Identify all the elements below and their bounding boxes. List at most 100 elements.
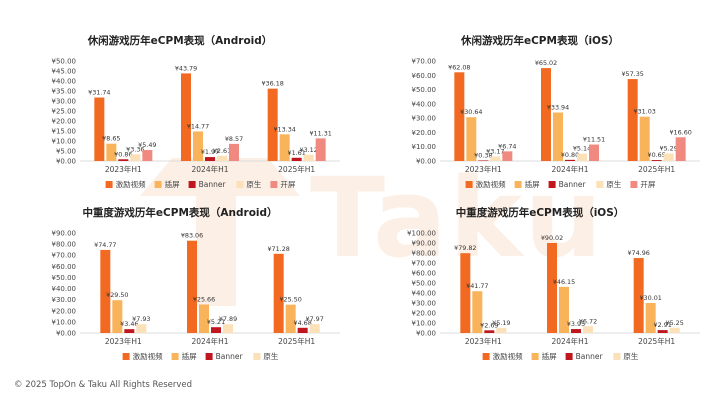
x-tick-label: 2024年H1 (192, 336, 229, 346)
x-tick-label: 2023年H1 (105, 164, 142, 174)
data-label: ¥79.82 (454, 244, 476, 252)
y-tick-label: ¥10.00 (412, 320, 437, 328)
data-label: ¥62.08 (448, 63, 470, 71)
bar (639, 116, 650, 161)
data-label: ¥0.38 (474, 151, 492, 159)
chart-midcore-android: 中重度游戏历年eCPM表现（Android） ¥0.00 ¥10.00 ¥20.00 ¥… (0, 200, 360, 385)
bar (663, 153, 674, 161)
x-tick-label: 2024年H1 (552, 164, 589, 174)
legend-swatch (548, 181, 556, 188)
bar (193, 131, 203, 161)
y-tick-label: ¥90.00 (52, 230, 77, 238)
bar (315, 138, 326, 161)
x-tick-label: 2025年H1 (278, 164, 315, 174)
y-tick-label: ¥0.00 (416, 330, 436, 338)
data-label: ¥4.68 (294, 319, 312, 327)
data-label: ¥16.60 (669, 128, 691, 136)
legend-label: Banner (576, 352, 604, 361)
y-tick-label: ¥20.00 (52, 307, 77, 315)
bar (291, 157, 302, 161)
y-tick-label: ¥0.00 (56, 330, 76, 338)
y-tick-label: ¥60.00 (412, 270, 437, 278)
y-tick-label: ¥5.00 (56, 148, 76, 156)
legend-label: 插屏 (525, 179, 541, 189)
y-tick-label: ¥10.00 (52, 318, 77, 326)
bar (229, 143, 239, 161)
x-tick-label: 2025年H1 (638, 164, 675, 174)
bar (565, 159, 575, 161)
x-tick-label: 2025年H1 (278, 336, 315, 346)
legend-label: Banner (199, 180, 227, 189)
data-label: ¥3.12 (300, 146, 318, 154)
bar (547, 242, 557, 333)
y-tick-label: ¥10.00 (52, 138, 77, 146)
bar (100, 249, 111, 333)
bar (478, 160, 489, 161)
bar (472, 291, 483, 333)
data-label: ¥5.14 (573, 145, 591, 153)
chart-midcore-ios: 中重度游戏历年eCPM表现（iOS） ¥0.00 ¥10.00 ¥20.00 ¥30.0… (360, 200, 720, 385)
data-label: ¥30.01 (639, 294, 661, 302)
legend-swatch (482, 353, 490, 360)
chart-title: 休闲游戏历年eCPM表现（Android） (87, 34, 273, 47)
data-label: ¥7.97 (306, 315, 324, 323)
data-label: ¥57.35 (621, 70, 643, 78)
x-tick-label: 2025年H1 (638, 336, 675, 346)
legend-swatch (205, 353, 213, 360)
data-label: ¥3.36 (126, 145, 144, 153)
bar (136, 324, 147, 333)
data-label: ¥14.77 (187, 122, 209, 130)
bar (267, 88, 278, 161)
data-label: ¥31.74 (88, 89, 110, 97)
legend-label: 激励视频 (133, 351, 163, 361)
legend-swatch (531, 353, 539, 360)
bar (466, 117, 477, 161)
bar (94, 97, 105, 161)
bar (106, 143, 117, 161)
bar (142, 150, 153, 161)
y-tick-label: ¥10.00 (412, 143, 437, 151)
chart-svg: 中重度游戏历年eCPM表现（iOS） ¥0.00 ¥10.00 ¥20.00 ¥30.0… (407, 206, 700, 361)
legend-swatch (270, 181, 278, 188)
legend-label: 激励视频 (476, 179, 506, 189)
chart-svg: 中重度游戏历年eCPM表现（Android） ¥0.00 ¥10.00 ¥20.00 ¥… (52, 206, 340, 361)
legend-label: 激励视频 (493, 351, 523, 361)
data-label: ¥7.89 (219, 315, 237, 323)
x-tick-label: 2023年H1 (105, 336, 142, 346)
y-tick-label: ¥70.00 (412, 58, 437, 66)
bar (583, 326, 593, 333)
legend-label: Banner (216, 352, 244, 361)
y-tick-label: ¥15.00 (52, 128, 77, 136)
y-tick-label: ¥25.00 (52, 108, 77, 116)
chart-title: 中重度游戏历年eCPM表现（Android） (82, 206, 277, 219)
bar (553, 112, 563, 161)
data-label: ¥3.95 (567, 320, 585, 328)
x-tick-label: 2023年H1 (465, 164, 502, 174)
y-tick-label: ¥100.00 (407, 230, 436, 238)
bar (273, 253, 284, 333)
chart-svg: 休闲游戏历年eCPM表现（Android） ¥0.00 ¥5.00 ¥10.00 ¥15… (52, 34, 340, 189)
data-label: ¥2.91 (654, 321, 672, 329)
legend-swatch (613, 353, 621, 360)
data-label: ¥11.31 (309, 129, 331, 137)
y-tick-label: ¥90.00 (412, 240, 437, 248)
y-tick-label: ¥80.00 (412, 250, 437, 258)
bar (627, 79, 638, 161)
data-label: ¥6.74 (498, 142, 516, 150)
bar (303, 154, 314, 161)
y-tick-label: ¥40.00 (412, 290, 437, 298)
legend-label: 原生 (263, 351, 278, 361)
y-tick-label: ¥35.00 (52, 88, 77, 96)
y-tick-label: ¥70.00 (412, 260, 437, 268)
bar (297, 327, 308, 333)
data-label: ¥5.25 (666, 319, 684, 327)
data-label: ¥2.69 (480, 321, 498, 329)
bar (675, 137, 686, 161)
data-label: ¥74.77 (94, 241, 116, 249)
data-label: ¥83.06 (181, 232, 203, 240)
y-tick-label: ¥20.00 (412, 310, 437, 318)
bar (559, 286, 569, 333)
data-label: ¥31.03 (633, 108, 655, 116)
copyright-footer: © 2025 TopOn & Taku All Rights Reserved (14, 380, 193, 390)
data-label: ¥29.50 (106, 291, 128, 299)
